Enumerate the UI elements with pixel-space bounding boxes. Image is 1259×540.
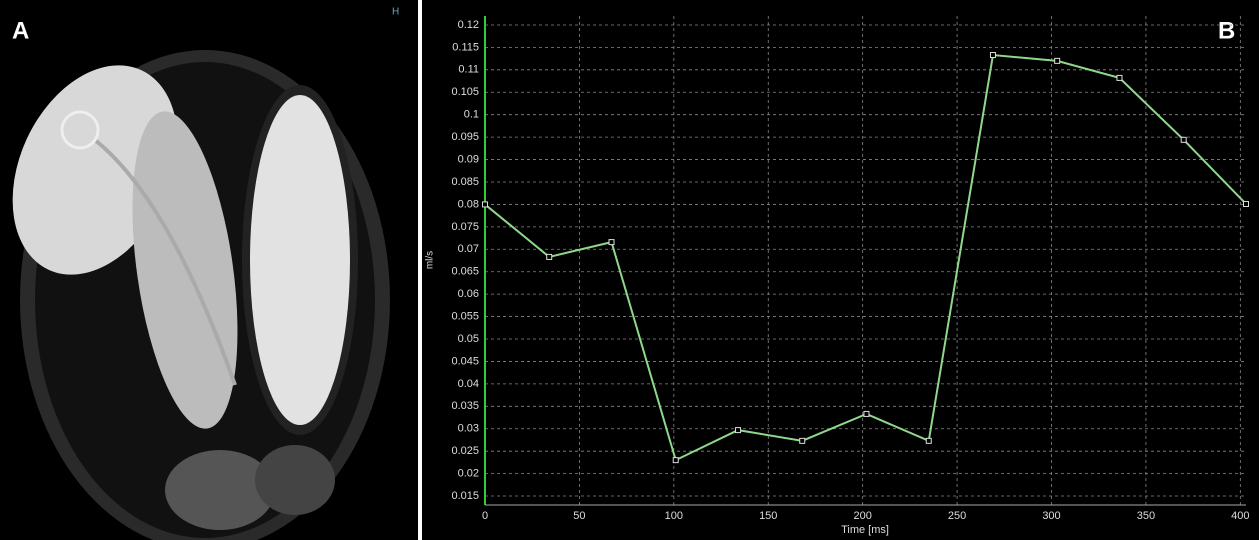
panel-b-bg: [422, 0, 1259, 540]
y-tick-label: 0.04: [458, 378, 479, 390]
y-tick-label: 0.095: [451, 131, 479, 143]
y-tick-label: 0.035: [451, 400, 479, 412]
x-tick-label: 400: [1231, 510, 1249, 522]
x-tick-label: 350: [1137, 510, 1155, 522]
x-tick-label: 150: [759, 510, 777, 522]
x-axis-label: Time [ms]: [841, 524, 889, 536]
y-tick-label: 0.09: [458, 153, 479, 165]
y-tick-label: 0.05: [458, 333, 479, 345]
y-tick-label: 0.025: [451, 445, 479, 457]
data-point: [1181, 137, 1186, 142]
data-point: [1244, 201, 1249, 206]
y-tick-label: 0.055: [451, 310, 479, 322]
panel-label: B: [1218, 17, 1235, 44]
data-point: [990, 53, 995, 58]
y-tick-label: 0.08: [458, 198, 479, 210]
data-point: [673, 458, 678, 463]
y-tick-label: 0.115: [452, 41, 479, 53]
data-point: [483, 202, 488, 207]
x-tick-label: 200: [853, 510, 871, 522]
data-point: [736, 428, 741, 433]
y-tick-label: 0.075: [451, 221, 479, 233]
y-tick-label: 0.045: [451, 355, 479, 367]
y-tick-label: 0.12: [458, 19, 479, 31]
figure: A H B Time [ms] ml/s 0.015 0.02 0.025 0.03 0…: [0, 0, 1259, 540]
panel-label: A: [12, 17, 29, 44]
data-point: [609, 240, 614, 245]
page: A H B Time [ms] ml/s 0.015 0.02 0.025 0.03 0…: [0, 0, 1259, 540]
y-axis-label: ml/s: [425, 251, 436, 269]
data-point: [1117, 75, 1122, 80]
data-point: [547, 254, 552, 259]
y-tick-label: 0.085: [451, 176, 479, 188]
y-tick-label: 0.06: [458, 288, 479, 300]
y-tick-label: 0.11: [458, 64, 479, 76]
x-tick-label: 250: [948, 510, 966, 522]
orientation-marker: H: [392, 7, 399, 18]
x-tick-label: 0: [482, 510, 488, 522]
y-tick-label: 0.065: [451, 266, 479, 278]
y-tick-label: 0.015: [451, 490, 479, 502]
x-tick-label: 300: [1042, 510, 1060, 522]
x-tick-label: 50: [573, 510, 585, 522]
y-tick-label: 0.105: [451, 86, 479, 98]
x-tick-label: 100: [665, 510, 683, 522]
data-point: [800, 438, 805, 443]
data-point: [926, 438, 931, 443]
y-tick-label: 0.07: [458, 243, 479, 255]
data-point: [1055, 58, 1060, 63]
y-tick-label: 0.02: [458, 468, 479, 480]
y-tick-label: 0.03: [458, 423, 479, 435]
y-tick-label: 0.1: [464, 109, 479, 121]
data-point: [864, 411, 869, 416]
